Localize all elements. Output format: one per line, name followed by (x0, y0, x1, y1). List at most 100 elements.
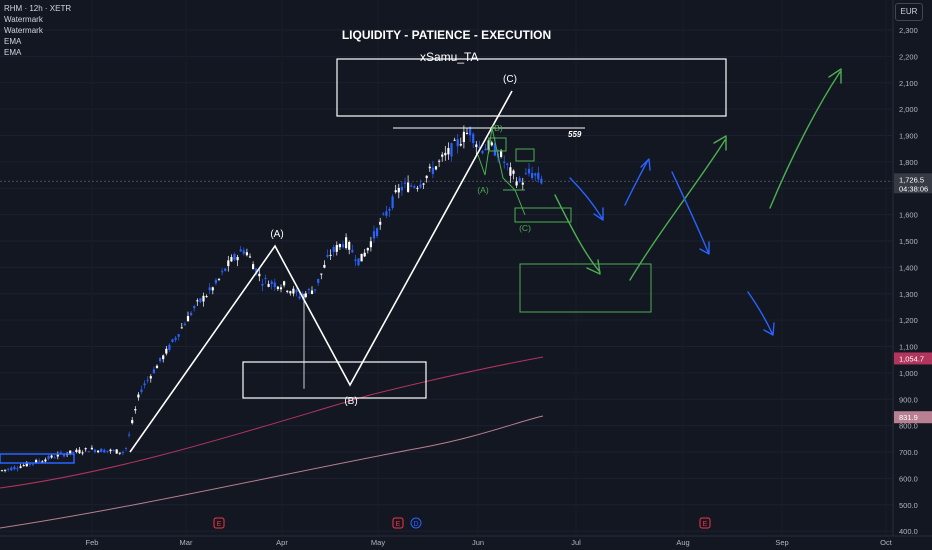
candle-body (518, 178, 521, 182)
candle-body (205, 296, 208, 298)
ema-fast-line (0, 356, 544, 489)
time-tick-label: Aug (676, 538, 689, 547)
candle-body (245, 252, 248, 256)
dividend-marker-label: D (413, 521, 418, 528)
candle-body (162, 355, 165, 360)
price-tick-label: 1,800 (899, 158, 918, 167)
price-axis[interactable]: 2,3002,2002,1002,0001,9001,8001,7001,600… (892, 0, 932, 550)
time-tick-label: Apr (276, 538, 288, 547)
candle-body (419, 184, 422, 188)
price-tick-label: 900.0 (899, 395, 918, 404)
candle-body (100, 448, 103, 453)
candle-body (469, 127, 472, 136)
candle-body (385, 211, 388, 216)
candle-body (425, 175, 428, 179)
price-tick-label: 1,400 (899, 263, 918, 272)
candle-body (400, 186, 403, 191)
target-zone-box (336, 58, 727, 117)
candle-body (338, 244, 341, 248)
candle-body (224, 268, 227, 271)
candle-body (506, 163, 509, 165)
candle-body (320, 273, 323, 275)
candle-body (416, 187, 419, 189)
candle-body (16, 468, 19, 470)
candle-body (62, 453, 66, 457)
candle-body (214, 279, 217, 284)
indicator-ema-1[interactable]: EMA (4, 37, 22, 46)
green-arrow-up-long (769, 68, 842, 209)
candle-body (348, 242, 351, 250)
candle-body (276, 286, 279, 290)
candle-body (31, 463, 35, 465)
candle-body (38, 460, 41, 462)
indicator-ema-2[interactable]: EMA (4, 48, 22, 57)
indicator-watermark-1[interactable]: Watermark (4, 15, 43, 24)
symbol-line[interactable]: RHM · 12h · XETR (4, 4, 72, 13)
candle-body (366, 247, 369, 251)
candle-body (264, 277, 267, 279)
price-tick-label: 1,300 (899, 290, 918, 299)
candle-body (159, 357, 162, 362)
candle-body (115, 449, 118, 454)
countdown-value: 04:38:06 (899, 184, 928, 193)
candle-body (44, 459, 47, 462)
green-zone-box (519, 263, 652, 313)
currency-button[interactable]: EUR (895, 3, 923, 21)
candle-body (314, 289, 317, 291)
author-label: xSamu_TA (420, 50, 479, 64)
time-tick-label: Mar (180, 538, 193, 547)
candle-body (490, 142, 493, 146)
candle-body (180, 327, 183, 329)
drawings-layer: 559 (0, 58, 842, 464)
candle-body (379, 221, 382, 225)
candle-body (143, 383, 146, 386)
candle-body (481, 150, 484, 154)
candle-body (4, 469, 7, 471)
candle-body (59, 452, 62, 454)
blue-zone-box (0, 453, 75, 464)
candle-body (524, 173, 527, 175)
candle-body (354, 259, 357, 261)
candle-body (242, 250, 245, 254)
candle-body (174, 337, 177, 340)
candle-body (50, 455, 53, 458)
candle-body (35, 460, 38, 464)
ema-slow-line (0, 415, 544, 529)
chart-title: LIQUIDITY - PATIENCE - EXECUTION (341, 28, 552, 42)
price-tick-label: 1,900 (899, 132, 918, 141)
time-tick-label: Oct (880, 538, 893, 547)
candle-body (236, 257, 239, 261)
candle-body (211, 287, 214, 291)
price-tick-label: 1,100 (899, 343, 918, 352)
blue-arrow-down-3 (747, 291, 775, 336)
candle-body (168, 344, 171, 351)
candle-body (155, 365, 159, 369)
price-tick-label: 2,300 (899, 26, 918, 35)
candle-body (118, 452, 121, 454)
candle-body (493, 143, 496, 156)
indicator-watermark-2[interactable]: Watermark (4, 26, 43, 35)
candle-body (484, 148, 487, 151)
candle-body (459, 143, 462, 146)
candle-body (341, 244, 345, 248)
chart-grid (0, 29, 893, 532)
candle-body (360, 253, 363, 262)
candle-body (307, 288, 310, 290)
candle-body (444, 152, 447, 156)
candle-body (239, 249, 242, 252)
candle-body (527, 168, 531, 174)
time-tick-label: Jul (571, 538, 581, 547)
time-axis[interactable]: Feb Mar Apr May Jun Jul Aug Sep Oct (0, 535, 932, 547)
candle-body (279, 287, 283, 290)
candle-body (53, 457, 56, 459)
candle-body (97, 450, 100, 453)
candle-body (531, 173, 534, 178)
price-axis-bg (893, 0, 932, 550)
candle-body (503, 161, 506, 163)
candle-body (248, 256, 252, 258)
last-price-tag (894, 173, 932, 194)
candle-body (112, 450, 115, 452)
candle-body (323, 264, 326, 268)
